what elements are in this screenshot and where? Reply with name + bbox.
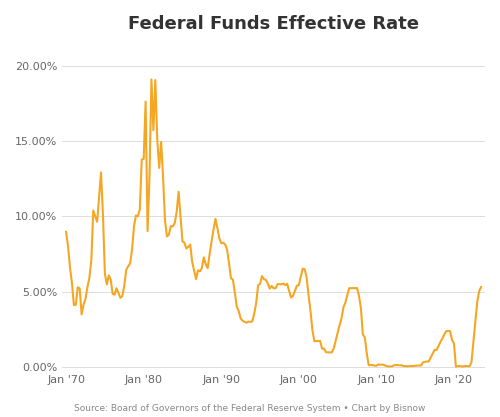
Title: Federal Funds Effective Rate: Federal Funds Effective Rate	[128, 15, 419, 33]
Text: Source: Board of Governors of the Federal Reserve System • Chart by Bisnow: Source: Board of Governors of the Federa…	[74, 404, 426, 413]
